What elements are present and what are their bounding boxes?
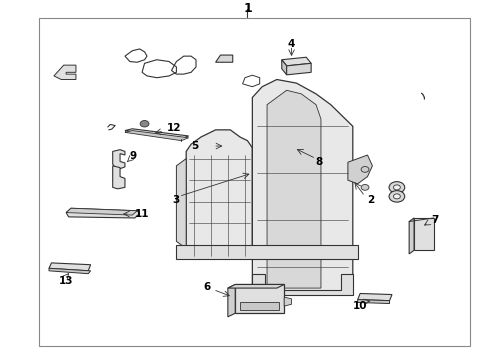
Circle shape <box>389 191 405 202</box>
Text: 11: 11 <box>135 209 149 219</box>
Polygon shape <box>49 263 91 271</box>
Polygon shape <box>282 60 287 75</box>
Polygon shape <box>228 284 284 288</box>
Polygon shape <box>216 55 233 62</box>
Polygon shape <box>54 65 76 80</box>
Polygon shape <box>125 131 189 141</box>
Polygon shape <box>348 155 372 184</box>
Polygon shape <box>66 208 137 215</box>
Polygon shape <box>240 302 279 310</box>
Text: 1: 1 <box>243 2 252 15</box>
Polygon shape <box>252 274 353 295</box>
Circle shape <box>361 167 369 172</box>
Polygon shape <box>66 208 140 218</box>
Text: 8: 8 <box>315 157 322 167</box>
Polygon shape <box>176 159 186 248</box>
Polygon shape <box>282 57 311 66</box>
Circle shape <box>389 182 405 193</box>
Text: 10: 10 <box>353 301 368 311</box>
Polygon shape <box>113 150 125 169</box>
Polygon shape <box>284 297 292 306</box>
Polygon shape <box>113 166 125 189</box>
Polygon shape <box>176 245 358 259</box>
Polygon shape <box>235 284 284 313</box>
Polygon shape <box>409 218 414 254</box>
Bar <box>39 18 470 346</box>
Polygon shape <box>267 90 321 288</box>
Polygon shape <box>125 129 189 139</box>
Text: 7: 7 <box>431 215 439 225</box>
Text: 6: 6 <box>203 282 211 292</box>
Circle shape <box>393 194 400 199</box>
Polygon shape <box>358 293 392 301</box>
Text: 2: 2 <box>368 195 375 205</box>
Text: 4: 4 <box>288 39 295 49</box>
Polygon shape <box>358 300 390 303</box>
Circle shape <box>361 185 369 190</box>
Polygon shape <box>252 80 353 295</box>
Circle shape <box>393 185 400 190</box>
Text: 12: 12 <box>167 123 181 133</box>
Text: 9: 9 <box>130 152 137 162</box>
Text: 13: 13 <box>59 276 74 286</box>
Text: 3: 3 <box>173 195 180 205</box>
Circle shape <box>140 121 149 127</box>
Polygon shape <box>186 130 252 259</box>
Polygon shape <box>49 268 91 274</box>
Polygon shape <box>414 218 434 250</box>
Polygon shape <box>287 63 311 75</box>
Text: 5: 5 <box>191 141 198 151</box>
Polygon shape <box>228 284 235 317</box>
